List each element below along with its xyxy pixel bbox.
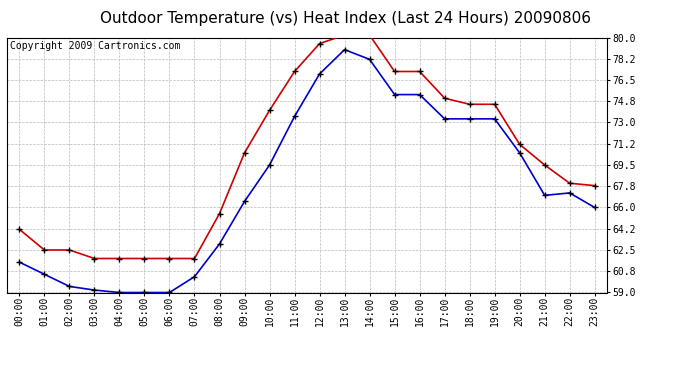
Text: Copyright 2009 Cartronics.com: Copyright 2009 Cartronics.com: [10, 41, 180, 51]
Text: Outdoor Temperature (vs) Heat Index (Last 24 Hours) 20090806: Outdoor Temperature (vs) Heat Index (Las…: [99, 11, 591, 26]
